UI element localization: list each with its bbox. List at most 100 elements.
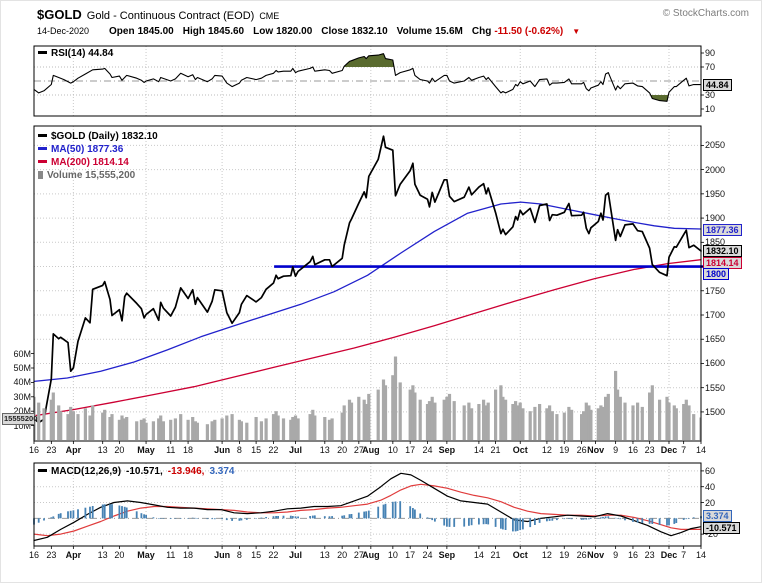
price-axis-label: 1750 [705,285,726,296]
macd-hist-value-text: 3.374 [209,466,235,477]
date-axis-label: Jul [288,550,302,560]
date-axis-label: 21 [490,445,501,455]
date-axis-label: 27 [353,550,364,560]
price-value-box: 1877.36 [703,223,742,236]
volume-label: Volume [396,26,433,37]
volume-legend-text: Volume 15,555,200 [47,170,136,181]
volume-axis-label: 60M [13,348,31,359]
date-axis-label: 9 [613,550,619,560]
rsi-threshold-fill [650,95,669,102]
date-axis-label: May [137,445,155,455]
date-axis-label: 12 [541,445,552,455]
date-axis-label: Sep [438,445,456,455]
price-axis-label: 1600 [705,358,726,369]
date-axis-label: 10 [387,445,398,455]
ma200-line-marker-icon [38,160,47,163]
gold-price-line [33,135,702,424]
macd-axis-label: 40 [705,481,716,492]
date-axis-label: 14 [473,445,484,455]
price-legend: $GOLD (Daily) 1832.10 MA(50) 1877.36 MA(… [38,130,158,182]
date-axis-label: 7 [681,550,687,560]
date-axis-label: Jul [288,445,302,455]
legend-row-ma50: MA(50) 1877.36 [38,143,158,156]
date-axis-label: 10 [387,550,398,560]
date-axis-label: 13 [319,550,330,560]
price-axis-label: 2000 [705,164,726,175]
ma200-legend-text: MA(200) 1814.14 [51,157,129,168]
legend-row-ma200: MA(200) 1814.14 [38,156,158,169]
date-axis-label: 20 [114,550,125,560]
date-axis-label: 20 [337,550,348,560]
date-axis-label: Apr [65,550,82,560]
date-axis-label: 8 [236,550,242,560]
date-axis-label: 17 [405,550,416,560]
rsi-axis-label: 30 [705,90,716,100]
rsi-panel [33,46,702,116]
quote-bar: 14-Dec-2020 Open 1845.00 High 1845.60 Low 1820… [37,26,580,37]
gold-legend-text: $GOLD (Daily) 1832.10 [51,131,158,142]
volume-axis-label: 30M [13,391,31,402]
price-axis-label: 1900 [705,213,726,224]
date-axis-label: Dec [660,550,678,560]
date-axis-label: 14 [473,550,484,560]
date-axis-label: 23 [644,445,655,455]
date-axis-label: 7 [681,445,687,455]
open-label: Open [109,26,135,37]
macd-value-box: 3.374 [703,510,732,523]
volume-axis-label: 40M [13,377,31,388]
chg-label: Chg [471,26,492,37]
rsi-legend-text: RSI(14) 44.84 [51,48,114,59]
macd-marker-icon [38,469,47,472]
date-axis-label: Aug [362,550,380,560]
date-axis-label: 14 [695,550,707,560]
date-axis-label: 24 [422,550,433,560]
volume-axis-label: 10M [13,420,31,431]
macd-axis-label: 20 [705,497,716,508]
rsi-axis-label: 90 [705,48,716,58]
open-value: 1845.00 [137,26,174,37]
date-axis-label: Oct [512,445,528,455]
macd-panel [33,463,702,546]
rsi-value-box: 44.84 [703,79,732,92]
macd-axis-label: 60 [705,465,716,476]
date-axis-label: Aug [362,445,380,455]
price-value-box: 1832.10 [703,245,742,258]
date-axis-label: May [137,550,155,560]
date-axis-label: 23 [644,550,655,560]
date-axis-label: 18 [183,550,194,560]
high-value: 1845.60 [207,26,245,37]
price-value-box: 1800 [703,268,730,281]
date-axis-label: 19 [559,445,570,455]
date-axis-label: 8 [236,445,242,455]
date-axis-label: 16 [28,550,40,560]
volume-axis-label: 20M [13,406,31,417]
close-label: Close [321,26,349,37]
date-axis-label: 16 [627,445,638,455]
date-axis-label: 15 [251,550,262,560]
ma200-line [33,259,702,417]
rsi-legend: RSI(14) 44.84 [38,48,113,59]
quote-date: 14-Dec-2020 [37,26,90,36]
date-axis-label: 16 [28,445,40,455]
rsi-axis-label: 70 [705,62,716,72]
legend-row-gold: $GOLD (Daily) 1832.10 [38,130,158,143]
date-axis-label: Nov [587,445,605,455]
price-axis-label: 1950 [705,188,726,199]
macd-signal-value-text: -13.946, [167,466,205,477]
ma50-line [33,201,702,383]
ma50-legend-text: MA(50) 1877.36 [51,144,124,155]
price-axis-label: 1850 [705,237,726,248]
ticker-symbol: $GOLD [37,7,82,22]
date-axis-label: Dec [660,445,678,455]
volume-bar-marker-icon [38,171,43,179]
date-axis-label: 21 [490,550,501,560]
gold-line-marker-icon [38,134,47,137]
date-axis-label: Jun [214,550,231,560]
date-axis-label: 22 [268,550,279,560]
low-value: 1820.00 [276,26,313,37]
date-axis-label: 22 [268,445,279,455]
date-axis-label: 9 [613,445,619,455]
date-axis-label: 23 [46,550,57,560]
